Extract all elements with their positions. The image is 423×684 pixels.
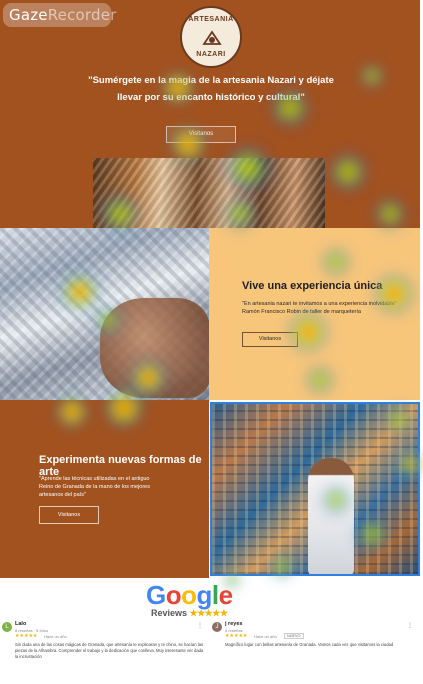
reviews-stars: ★★★★★ [189, 608, 228, 618]
craft-icon [202, 30, 222, 45]
hero-craft-photo [93, 158, 325, 228]
google-logo-letter: g [196, 580, 213, 610]
artisan-hand [100, 298, 209, 398]
review-stars: ★★★★★ [225, 633, 248, 639]
reviews-label-text: Reviews [151, 608, 188, 618]
logo-bottom-text: NAZARI [196, 51, 226, 58]
hero-quote-line-2: llevar por su encanto histórico y cultur… [117, 92, 305, 103]
reviews-label: Reviews ★★★★★ [151, 608, 228, 619]
painter-photo [210, 402, 420, 576]
hero-quote-line-1: "Sumérgete en la magia de la artesania N… [88, 75, 334, 86]
painter-figure [308, 458, 354, 574]
google-logo-letter: o [181, 580, 197, 610]
logo-top-text: ARTESANIA [188, 16, 234, 23]
hero-section: ARTESANIA NAZARI "Sumérgete en la magia … [0, 0, 420, 228]
reviews-section: Google Reviews ★★★★★ L Lalo 8 reseñas · … [0, 578, 420, 684]
more-options-icon[interactable]: ⋮ [407, 623, 413, 629]
review-text: Sin duda una de las cosas mágicas de Gra… [15, 642, 204, 659]
experience-section: Vive una experiencia única "En artesania… [209, 228, 420, 400]
google-logo: Google [146, 580, 233, 611]
google-logo-letter: e [218, 580, 233, 610]
avatar: L [2, 622, 12, 632]
review-card: J j reyes 5 reseñas ⋮ ★★★★★ Hace un año … [212, 620, 417, 678]
reviewer-name[interactable]: Lalo [15, 621, 27, 627]
art-visit-button[interactable]: Visitanos [39, 506, 99, 524]
review-card: L Lalo 8 reseñas · 5 fotos ⋮ ★★★★★ Hace … [2, 620, 207, 678]
art-title: Experimenta nuevas formas de arte [39, 454, 202, 478]
badge-part-2: Recorder [47, 6, 117, 24]
experience-quote: "En artesania nazari te invitamos a una … [242, 301, 397, 315]
photo-texture [93, 158, 325, 228]
review-tag: NUEVO [284, 633, 304, 639]
art-section: Experimenta nuevas formas de arte "Apren… [0, 400, 209, 578]
review-stars: ★★★★★ [15, 633, 38, 639]
carving-photo [0, 228, 209, 400]
review-date: Hace un año [254, 634, 277, 639]
google-logo-letter: G [146, 580, 166, 610]
reviewer-meta: 5 reseñas [225, 628, 243, 633]
reviewer-name[interactable]: j reyes [225, 621, 243, 627]
badge-part-1: Gaze [9, 6, 48, 24]
experience-visit-button[interactable]: Visitanos [242, 332, 298, 347]
experience-title: Vive una experiencia única [242, 280, 383, 292]
google-logo-letter: l [211, 580, 219, 610]
art-quote: "Aprende las técnicas utilizadas en el a… [39, 476, 150, 498]
brand-logo[interactable]: ARTESANIA NAZARI [180, 6, 242, 68]
hero-quote: "Sumérgete en la magia de la artesania N… [80, 72, 342, 106]
review-date: Hace un año [44, 634, 67, 639]
gazerecorder-badge: GazeRecorder [3, 3, 116, 27]
more-options-icon[interactable]: ⋮ [197, 623, 203, 629]
avatar: J [212, 622, 222, 632]
google-logo-letter: o [165, 580, 182, 610]
review-text: Magnífico lugar con bellas artesanía de … [225, 642, 394, 647]
reviewer-meta: 8 reseñas · 5 fotos [15, 628, 49, 633]
hero-visit-button[interactable]: Visitanos [166, 126, 236, 143]
